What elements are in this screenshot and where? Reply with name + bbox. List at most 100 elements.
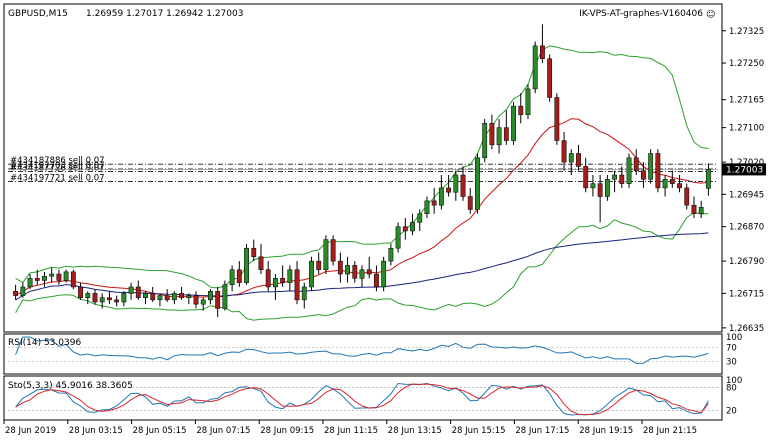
candle[interactable] xyxy=(236,261,242,287)
candle[interactable] xyxy=(612,170,617,193)
candle[interactable] xyxy=(597,175,603,223)
candle[interactable] xyxy=(215,286,221,318)
candle[interactable] xyxy=(662,175,668,197)
candle[interactable] xyxy=(417,209,423,231)
candle[interactable] xyxy=(92,289,98,305)
candle[interactable] xyxy=(446,175,452,197)
candle[interactable] xyxy=(49,267,55,283)
candle[interactable] xyxy=(301,282,307,309)
candle[interactable] xyxy=(388,243,394,266)
candlesticks[interactable] xyxy=(13,24,711,318)
candle[interactable] xyxy=(619,166,625,188)
candle[interactable] xyxy=(222,280,228,311)
candle[interactable] xyxy=(34,269,40,285)
candle[interactable] xyxy=(374,265,379,292)
candle[interactable] xyxy=(164,289,170,303)
candle[interactable] xyxy=(107,291,112,305)
candle[interactable] xyxy=(157,293,163,307)
candle[interactable] xyxy=(489,114,495,150)
candle[interactable] xyxy=(539,24,545,64)
candle[interactable] xyxy=(143,291,148,305)
candle[interactable] xyxy=(633,149,639,175)
candle[interactable] xyxy=(453,170,459,201)
candle[interactable] xyxy=(352,261,358,283)
candle[interactable] xyxy=(641,162,646,188)
candle[interactable] xyxy=(532,41,538,94)
candle[interactable] xyxy=(482,119,488,163)
candle[interactable] xyxy=(511,101,516,145)
candle[interactable] xyxy=(323,235,329,275)
candle[interactable] xyxy=(381,256,387,292)
candle[interactable] xyxy=(525,84,531,120)
candle[interactable] xyxy=(691,196,697,219)
candle[interactable] xyxy=(258,243,264,275)
candle[interactable] xyxy=(316,252,322,275)
candle[interactable] xyxy=(684,183,690,210)
candle[interactable] xyxy=(309,256,314,292)
candle[interactable] xyxy=(20,282,26,298)
candle[interactable] xyxy=(359,265,365,287)
candle[interactable] xyxy=(70,269,76,290)
candle[interactable] xyxy=(496,119,502,154)
candle[interactable] xyxy=(583,157,589,193)
candle[interactable] xyxy=(27,274,33,290)
candle[interactable] xyxy=(56,269,62,285)
candle[interactable] xyxy=(626,153,632,188)
candle[interactable] xyxy=(13,284,19,300)
candle[interactable] xyxy=(337,252,343,283)
candle[interactable] xyxy=(345,256,350,283)
candle[interactable] xyxy=(431,187,437,214)
candle[interactable] xyxy=(280,265,286,287)
candle[interactable] xyxy=(186,293,192,305)
candle[interactable] xyxy=(229,265,235,292)
candle[interactable] xyxy=(294,261,300,305)
candle[interactable] xyxy=(208,289,213,305)
candle[interactable] xyxy=(518,93,524,124)
candle[interactable] xyxy=(78,282,83,300)
candle[interactable] xyxy=(475,153,480,214)
candle[interactable] xyxy=(568,149,574,175)
candle[interactable] xyxy=(251,239,257,262)
candle[interactable] xyxy=(63,269,69,283)
main-price-pane[interactable] xyxy=(3,3,723,333)
candle[interactable] xyxy=(150,286,156,303)
candle[interactable] xyxy=(554,93,560,145)
candle[interactable] xyxy=(576,144,581,171)
candle[interactable] xyxy=(669,170,675,188)
candle[interactable] xyxy=(590,175,596,197)
candle[interactable] xyxy=(410,213,415,236)
candle[interactable] xyxy=(366,256,372,279)
candle[interactable] xyxy=(85,291,91,305)
candle[interactable] xyxy=(135,280,141,300)
candle[interactable] xyxy=(128,282,134,300)
candle[interactable] xyxy=(287,265,293,292)
candle[interactable] xyxy=(114,295,120,307)
candle[interactable] xyxy=(244,243,249,285)
candle[interactable] xyxy=(193,291,199,309)
candle[interactable] xyxy=(547,54,553,102)
candle[interactable] xyxy=(705,163,711,196)
candle[interactable] xyxy=(655,149,661,193)
candle[interactable] xyxy=(460,166,466,201)
candle[interactable] xyxy=(330,235,336,266)
candle[interactable] xyxy=(503,110,509,145)
candle[interactable] xyxy=(604,175,610,201)
candle[interactable] xyxy=(677,175,682,193)
candle[interactable] xyxy=(561,131,567,171)
candle[interactable] xyxy=(424,196,430,219)
candle[interactable] xyxy=(648,149,654,184)
candle[interactable] xyxy=(467,187,473,214)
candle[interactable] xyxy=(99,293,105,309)
candle[interactable] xyxy=(42,271,47,287)
candle[interactable] xyxy=(402,218,408,240)
stochastic-pane[interactable] xyxy=(3,375,723,421)
candle[interactable] xyxy=(265,261,271,292)
candle[interactable] xyxy=(200,297,206,311)
candle[interactable] xyxy=(438,175,444,210)
candle[interactable] xyxy=(272,274,278,300)
candle[interactable] xyxy=(171,291,177,305)
candle[interactable] xyxy=(179,286,185,300)
candle[interactable] xyxy=(121,291,127,307)
candle[interactable] xyxy=(698,200,704,219)
